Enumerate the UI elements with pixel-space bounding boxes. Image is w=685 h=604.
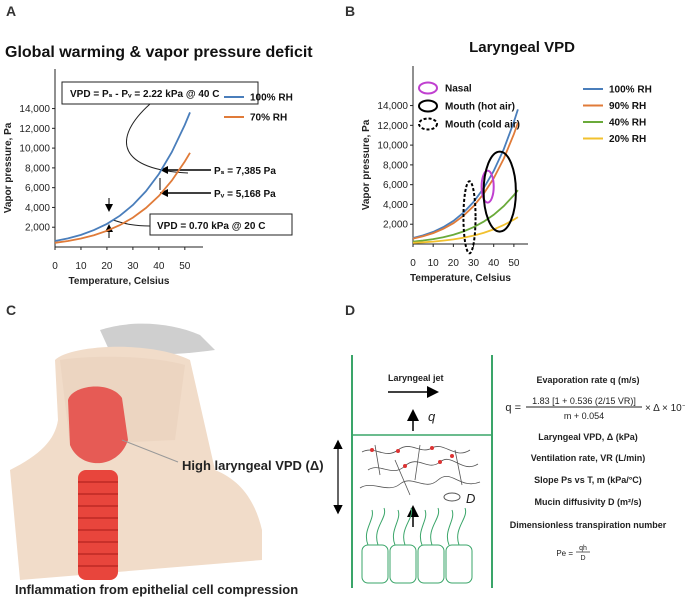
trachea xyxy=(78,470,118,580)
annotation: Pᵥ = 5,168 Pa xyxy=(214,189,276,200)
panel-label: D xyxy=(345,302,355,318)
x-tick-label: 40 xyxy=(488,258,500,269)
annotation: Pₛ = 7,385 Pa xyxy=(214,166,276,177)
y-tick-label: 4,000 xyxy=(383,200,408,211)
x-tick-label: 50 xyxy=(508,258,520,269)
panel-label: B xyxy=(345,3,355,19)
y-tick-label: 10,000 xyxy=(377,141,408,152)
formula: D xyxy=(580,555,585,562)
label: Laryngeal jet xyxy=(388,373,444,383)
y-tick-label: 10,000 xyxy=(19,144,50,155)
series-line xyxy=(54,152,191,244)
legend-text: Evaporation rate q (m/s) q = 1.83 [1 + 0… xyxy=(505,375,685,562)
x-tick-label: 10 xyxy=(75,261,87,272)
series-line xyxy=(412,109,519,239)
x-tick-label: 40 xyxy=(153,261,165,272)
annotation-box xyxy=(61,81,259,105)
connector xyxy=(112,219,151,227)
y-axis-label: Vapor pressure, Pa xyxy=(361,119,372,210)
arrowhead xyxy=(160,189,168,197)
larynx xyxy=(68,386,128,464)
label: Dimensionless transpiration number xyxy=(510,520,667,530)
formula: qh xyxy=(579,545,587,552)
y-tick-label: 12,000 xyxy=(377,121,408,132)
label: q xyxy=(428,409,436,424)
legend-label: Mouth (hot air) xyxy=(445,102,515,113)
y-tick-label: 2,000 xyxy=(25,223,50,234)
y-tick-label: 12,000 xyxy=(19,124,50,135)
x-tick-label: 50 xyxy=(179,261,191,272)
x-tick-label: 30 xyxy=(468,258,480,269)
legend-label: 20% RH xyxy=(609,134,646,145)
label: High laryngeal VPD (Δ) xyxy=(182,458,324,473)
chart-title: Laryngeal VPD xyxy=(469,39,575,56)
y-axis-label: Vapor pressure, Pa xyxy=(3,122,14,213)
legend-label: Mouth (cold air) xyxy=(445,120,520,131)
series-line xyxy=(412,189,519,243)
formula: × Δ × 10⁻⁸ xyxy=(645,403,685,414)
y-tick-label: 14,000 xyxy=(377,101,408,112)
series-line xyxy=(412,122,519,240)
legend-label: 90% RH xyxy=(609,101,646,112)
legend-swatch xyxy=(418,81,438,95)
legend-label: 70% RH xyxy=(250,113,287,124)
legend-swatch xyxy=(418,117,438,131)
annotation: VPD = 0.70 kPa @ 20 C xyxy=(157,221,265,232)
y-tick-label: 8,000 xyxy=(25,163,50,174)
formula: 1.83 [1 + 0.536 (2/15 VR)] xyxy=(532,396,636,406)
annotations: VPD = Pₛ - Pᵥ = 2.22 kPa @ 40 C Pₛ = 7,3… xyxy=(61,81,293,238)
region xyxy=(462,180,477,255)
x-tick-label: 30 xyxy=(127,261,139,272)
legend-label: 100% RH xyxy=(609,85,652,96)
legend-label: 40% RH xyxy=(609,118,646,129)
throat-illustration xyxy=(10,323,262,580)
formula: m + 0.054 xyxy=(564,411,604,421)
x-axis-label: Temperature, Celsius xyxy=(410,273,511,284)
label: D xyxy=(466,491,475,506)
x-tick-label: 0 xyxy=(410,258,416,269)
legend-swatch xyxy=(418,99,438,113)
formula: Pe = xyxy=(556,549,573,558)
mucin-nodes xyxy=(370,446,454,468)
label: Slope Ps vs T, m (kPa/°C) xyxy=(534,475,642,485)
label: Ventilation rate, VR (L/min) xyxy=(531,453,646,463)
x-axis-label: Temperature, Celsius xyxy=(69,276,170,287)
legend-label: 100% RH xyxy=(250,93,293,104)
formula: q = xyxy=(505,402,521,414)
mucin-strands xyxy=(359,444,481,496)
y-tick-label: 14,000 xyxy=(19,104,50,115)
annotation-box xyxy=(149,213,293,236)
leader xyxy=(121,439,179,463)
x-tick-label: 0 xyxy=(52,261,58,272)
label: Laryngeal VPD, Δ (kPa) xyxy=(538,432,638,442)
series-line xyxy=(54,112,191,242)
legend-label: Nasal xyxy=(445,84,472,95)
head xyxy=(100,323,215,355)
label: Evaporation rate q (m/s) xyxy=(536,375,639,385)
x-tick-label: 20 xyxy=(448,258,460,269)
y-tick-label: 8,000 xyxy=(383,160,408,171)
x-tick-label: 20 xyxy=(101,261,113,272)
y-tick-label: 2,000 xyxy=(383,220,408,231)
airway-diagram xyxy=(333,355,493,588)
x-tick-label: 10 xyxy=(428,258,440,269)
panel-label: A xyxy=(6,3,16,19)
y-tick-label: 4,000 xyxy=(25,203,50,214)
particle xyxy=(443,492,461,502)
cilia xyxy=(361,507,473,584)
y-tick-label: 6,000 xyxy=(25,183,50,194)
annotation: VPD = Pₛ - Pᵥ = 2.22 kPa @ 40 C xyxy=(70,89,220,100)
series-line xyxy=(412,216,519,244)
arrowhead xyxy=(160,166,168,174)
chart-title: Global warming & vapor pressure deficit xyxy=(5,44,313,61)
trachea-rings xyxy=(78,481,118,567)
label: Mucin diffusivity D (m²/s) xyxy=(534,497,641,507)
y-tick-label: 6,000 xyxy=(383,180,408,191)
region xyxy=(480,169,495,204)
region xyxy=(482,150,517,233)
panel-label: C xyxy=(6,302,16,318)
caption: Inflammation from epithelial cell compre… xyxy=(15,582,298,597)
